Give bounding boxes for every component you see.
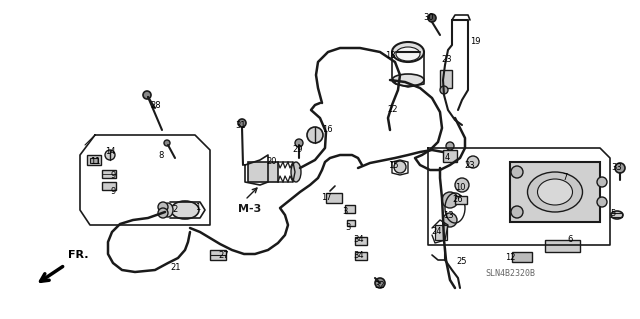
Text: M-3: M-3: [238, 204, 262, 214]
Text: 5: 5: [611, 209, 616, 218]
Text: 7: 7: [563, 173, 568, 182]
Bar: [90, 158, 98, 163]
Ellipse shape: [291, 162, 301, 182]
Text: 20: 20: [267, 158, 277, 167]
Circle shape: [158, 208, 168, 218]
Circle shape: [440, 86, 448, 94]
Text: 15: 15: [388, 160, 398, 169]
Ellipse shape: [611, 211, 623, 219]
Text: 23: 23: [442, 56, 452, 64]
Bar: [345, 205, 355, 213]
Bar: [210, 250, 226, 260]
Circle shape: [143, 91, 151, 99]
Bar: [102, 170, 116, 178]
Text: FR.: FR.: [68, 250, 88, 260]
Text: 4: 4: [444, 152, 450, 161]
Text: 2: 2: [172, 205, 178, 214]
Bar: [355, 237, 367, 245]
Text: 18: 18: [385, 50, 396, 60]
Text: 30: 30: [424, 13, 435, 23]
Ellipse shape: [171, 201, 199, 219]
Circle shape: [615, 163, 625, 173]
Bar: [326, 193, 342, 203]
Bar: [443, 150, 457, 162]
Ellipse shape: [527, 172, 582, 212]
Bar: [455, 196, 467, 204]
Text: 32: 32: [374, 280, 385, 290]
Circle shape: [443, 213, 457, 227]
Text: 9: 9: [110, 188, 116, 197]
Bar: [512, 252, 532, 262]
Bar: [545, 240, 580, 252]
Circle shape: [164, 140, 170, 146]
Circle shape: [467, 156, 479, 168]
Circle shape: [295, 139, 303, 147]
Circle shape: [511, 166, 523, 178]
Text: 8: 8: [158, 151, 164, 160]
Circle shape: [597, 197, 607, 207]
Text: 17: 17: [321, 194, 332, 203]
Text: 26: 26: [452, 196, 463, 204]
Text: 28: 28: [150, 100, 161, 109]
Ellipse shape: [163, 203, 173, 217]
Text: 10: 10: [455, 183, 465, 192]
Text: 9: 9: [110, 170, 116, 180]
Text: 27: 27: [219, 251, 229, 261]
Circle shape: [455, 178, 469, 192]
Text: 14: 14: [105, 147, 115, 157]
Circle shape: [307, 127, 323, 143]
Text: SLN4B2320B: SLN4B2320B: [485, 269, 535, 278]
Bar: [510, 162, 600, 222]
Bar: [102, 182, 116, 190]
Text: 3: 3: [346, 222, 351, 232]
Circle shape: [375, 278, 385, 288]
Ellipse shape: [396, 47, 420, 61]
Ellipse shape: [392, 42, 424, 62]
Ellipse shape: [538, 179, 573, 205]
Circle shape: [446, 142, 454, 150]
Text: 34: 34: [354, 250, 364, 259]
Text: 16: 16: [322, 124, 332, 133]
Bar: [435, 225, 447, 240]
Text: 24: 24: [432, 226, 442, 235]
Text: 21: 21: [171, 263, 181, 272]
Text: 3: 3: [342, 207, 348, 217]
Bar: [87, 155, 101, 165]
Text: 11: 11: [90, 158, 100, 167]
Circle shape: [511, 206, 523, 218]
Bar: [248, 162, 278, 182]
Circle shape: [238, 119, 246, 127]
Circle shape: [105, 150, 115, 160]
Bar: [355, 252, 367, 260]
Bar: [347, 220, 355, 226]
Text: 25: 25: [457, 256, 467, 265]
Circle shape: [442, 192, 458, 208]
Bar: [440, 70, 452, 88]
Ellipse shape: [392, 74, 424, 86]
Text: 13: 13: [443, 211, 453, 219]
Text: 34: 34: [354, 235, 364, 244]
Text: 19: 19: [470, 38, 480, 47]
Text: 22: 22: [388, 106, 398, 115]
Circle shape: [158, 202, 168, 212]
Circle shape: [394, 161, 406, 173]
Text: 23: 23: [465, 160, 476, 169]
Text: 31: 31: [236, 121, 246, 130]
Text: 6: 6: [567, 235, 573, 244]
Text: 33: 33: [612, 162, 622, 172]
Circle shape: [428, 14, 436, 22]
Text: 12: 12: [505, 254, 515, 263]
Text: 29: 29: [292, 145, 303, 153]
Text: 1: 1: [195, 203, 200, 211]
Circle shape: [597, 177, 607, 187]
